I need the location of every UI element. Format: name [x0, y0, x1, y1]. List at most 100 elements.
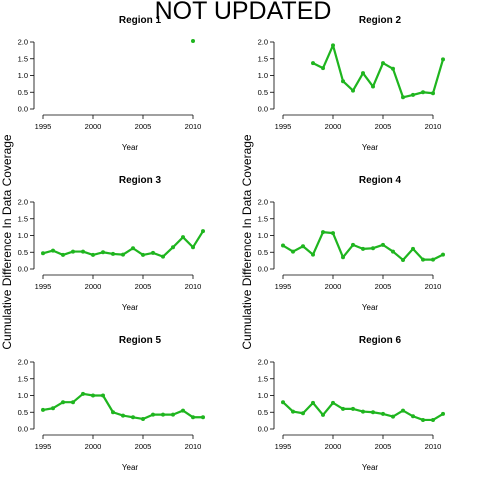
x-axis-label: Year — [362, 143, 379, 152]
data-point — [341, 79, 345, 84]
y-tick-label: 0.5 — [18, 248, 28, 257]
y-tick-label: 0.0 — [18, 105, 28, 114]
y-tick-label: 0.5 — [18, 88, 28, 97]
data-point — [91, 252, 95, 257]
data-point — [161, 254, 165, 259]
x-tick-label: 2005 — [135, 282, 152, 291]
data-point — [61, 252, 65, 257]
x-tick-label: 2010 — [425, 282, 442, 291]
y-tick-label: 1.5 — [258, 54, 268, 63]
x-tick-label: 2000 — [325, 122, 342, 131]
data-point — [431, 91, 435, 96]
data-point — [391, 249, 395, 254]
y-tick-label: 0.5 — [18, 408, 28, 417]
data-point — [191, 38, 195, 43]
data-point — [171, 412, 175, 417]
data-point — [141, 416, 145, 421]
y-tick-label: 2.0 — [18, 198, 28, 207]
data-point — [131, 246, 135, 251]
panel-title: Region 4 — [359, 175, 402, 186]
y-tick-label: 0.5 — [258, 248, 268, 257]
y-tick-label: 1.5 — [18, 54, 28, 63]
data-point — [431, 257, 435, 262]
x-axis-label: Year — [362, 463, 379, 472]
data-point — [81, 391, 85, 396]
data-point — [111, 251, 115, 256]
x-tick-label: 1995 — [275, 442, 292, 451]
x-tick-label: 2005 — [135, 442, 152, 451]
data-point — [441, 57, 445, 62]
y-tick-label: 1.0 — [258, 71, 268, 80]
y-tick-label: 0.5 — [258, 88, 268, 97]
x-tick-label: 1995 — [35, 282, 52, 291]
data-point — [291, 249, 295, 254]
y-tick-label: 0.5 — [258, 408, 268, 417]
y-tick-label: 0.0 — [258, 105, 268, 114]
x-tick-label: 2010 — [185, 122, 202, 131]
panel-title: Region 1 — [119, 15, 162, 26]
data-point — [351, 242, 355, 247]
data-point — [41, 251, 45, 256]
data-point — [411, 414, 415, 419]
panel-title: Region 6 — [359, 335, 402, 346]
data-point — [401, 95, 405, 100]
data-point — [381, 242, 385, 247]
data-point — [361, 246, 365, 251]
panel-title: Region 3 — [119, 175, 162, 186]
x-axis-label: Year — [122, 143, 139, 152]
x-tick-label: 2005 — [375, 442, 392, 451]
x-tick-label: 1995 — [35, 442, 52, 451]
data-point — [51, 406, 55, 411]
data-point — [361, 409, 365, 414]
x-tick-label: 1995 — [275, 282, 292, 291]
data-point — [311, 400, 315, 405]
data-point — [151, 250, 155, 255]
data-point — [311, 252, 315, 257]
data-point — [301, 411, 305, 416]
y-tick-label: 2.0 — [18, 38, 28, 47]
data-point — [421, 257, 425, 262]
data-point — [101, 393, 105, 398]
data-point — [331, 400, 335, 405]
data-point — [361, 71, 365, 76]
data-point — [391, 66, 395, 71]
panel-region-4: Region 4 0.0 0.5 1.0 1.5 2.0 1995 2000 2005 2010 Y… — [258, 175, 445, 312]
panel-region-1: Region 1 0.0 0.5 1.0 1.5 2.0 1995 2000 2005 2010 Y… — [18, 15, 202, 152]
data-point — [411, 92, 415, 97]
data-point — [381, 61, 385, 66]
x-axis-label: Year — [362, 303, 379, 312]
y-tick-label: 1.0 — [18, 391, 28, 400]
data-point — [121, 252, 125, 257]
data-point — [281, 400, 285, 405]
data-point — [121, 413, 125, 418]
x-tick-label: 2005 — [135, 122, 152, 131]
left-y-axis-label: Cumulative Difference In Data Coverage — [0, 134, 14, 350]
data-point — [191, 245, 195, 250]
data-point — [71, 249, 75, 254]
x-tick-label: 2000 — [85, 122, 102, 131]
data-point — [131, 415, 135, 420]
panel-region-3: Region 3 0.0 0.5 1.0 1.5 2.0 1995 2000 2005 2010 Y… — [18, 175, 205, 312]
y-tick-label: 2.0 — [258, 38, 268, 47]
x-tick-label: 2000 — [325, 442, 342, 451]
data-point — [301, 244, 305, 249]
data-point — [421, 90, 425, 95]
data-point — [321, 66, 325, 71]
data-point — [441, 252, 445, 257]
data-point — [341, 255, 345, 260]
panels-group: Region 1 0.0 0.5 1.0 1.5 2.0 1995 2000 2005 2010 Y… — [18, 15, 445, 472]
data-point — [81, 249, 85, 254]
x-axis-label: Year — [122, 303, 139, 312]
data-point — [331, 231, 335, 236]
data-point — [441, 411, 445, 416]
x-tick-label: 2000 — [85, 282, 102, 291]
y-tick-label: 2.0 — [18, 358, 28, 367]
panel-title: Region 2 — [359, 15, 402, 26]
data-point — [151, 412, 155, 417]
y-tick-label: 1.5 — [258, 214, 268, 223]
data-point — [101, 250, 105, 255]
data-point — [111, 410, 115, 415]
x-tick-label: 2010 — [185, 282, 202, 291]
data-point — [311, 61, 315, 66]
